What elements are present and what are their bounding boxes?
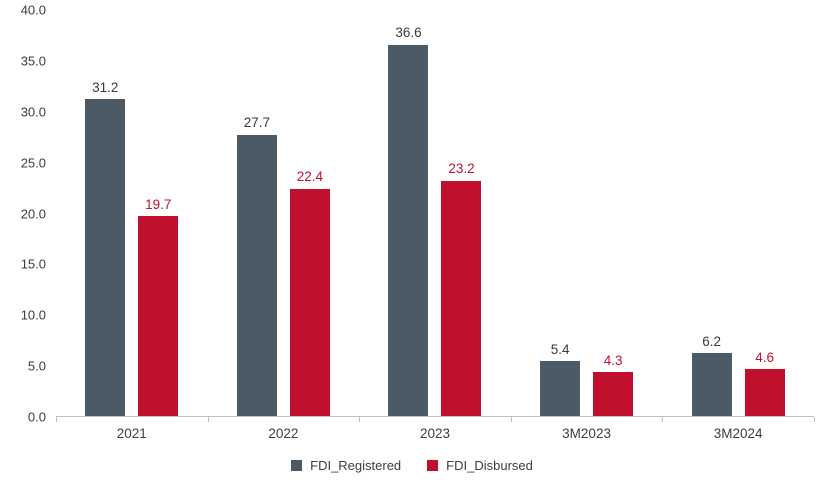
bar-value-label: 4.6: [755, 349, 775, 365]
bar-column-fdi_disbursed: 23.2: [441, 10, 482, 416]
x-axis-tick: [510, 417, 512, 422]
legend-swatch-icon: [291, 460, 303, 471]
x-axis: 2021 2022 2023 3M2023 3M2024: [56, 417, 814, 441]
y-tick-label: 25.0: [20, 155, 46, 171]
bar-value-label: 36.6: [395, 25, 422, 41]
bar-group-3M2023: 5.4 4.3: [511, 10, 663, 416]
x-axis-tick: [814, 417, 815, 422]
bar-value-label: 22.4: [296, 169, 324, 185]
bar-value-label: 19.7: [145, 196, 172, 212]
bar-column-fdi_registered: 36.6: [388, 10, 429, 416]
x-axis-tick: [662, 417, 664, 422]
bar-column-fdi_registered: 5.4: [540, 10, 581, 416]
bar-fdi_disbursed: [593, 372, 634, 416]
bar-column-fdi_disbursed: 4.3: [593, 10, 634, 416]
bar-column-fdi_disbursed: 22.4: [289, 10, 330, 416]
bar-group-2022: 27.7 22.4: [208, 10, 360, 416]
bar-fdi_disbursed: [138, 216, 179, 416]
legend-swatch-icon: [427, 460, 439, 471]
x-axis-tick: [207, 417, 209, 422]
y-tick-label: 35.0: [20, 53, 46, 69]
x-category-label-2022: 2022: [268, 426, 299, 441]
chart-body: 0.0 5.0 10.0 15.0 20.0 25.0 30.0 35.0 40.0 31.2 1…: [10, 4, 815, 424]
bar-fdi_registered: [540, 361, 581, 416]
bar-value-label: 23.2: [448, 161, 475, 177]
bar-column-fdi_registered: 31.2: [85, 10, 126, 416]
y-tick-label: 0.0: [27, 409, 46, 425]
bar-fdi_registered: [85, 99, 126, 416]
bar-fdi_disbursed: [289, 188, 330, 416]
bar-value-label: 6.2: [702, 333, 722, 349]
bar-value-label: 5.4: [550, 341, 570, 357]
bar-value-label: 31.2: [92, 79, 119, 95]
legend-item-fdi_registered: FDI_Registered: [291, 459, 401, 472]
bar-fdi_registered: [388, 44, 429, 416]
x-axis-tick: [359, 417, 361, 422]
y-tick-label: 40.0: [20, 2, 46, 18]
x-category-label-2023: 2023: [419, 426, 450, 441]
x-category-label-2021: 2021: [116, 426, 147, 441]
bar-column-fdi_registered: 27.7: [236, 10, 277, 416]
x-axis-tick: [56, 417, 57, 422]
plot-area: 31.2 19.7 27.7 22.4 36.6 23.2 5.4 4.3 6.2 4.6: [56, 10, 815, 422]
y-tick-label: 10.0: [20, 307, 46, 323]
y-tick-label: 20.0: [20, 206, 46, 221]
bar-column-fdi_disbursed: 19.7: [138, 10, 179, 416]
bar-group-2021: 31.2 19.7: [56, 10, 208, 416]
bar-column-fdi_disbursed: 4.6: [744, 10, 785, 416]
bar-column-fdi_registered: 6.2: [691, 10, 732, 416]
bar-value-label: 4.3: [603, 352, 623, 368]
legend-item-fdi_disbursed: FDI_Disbursed: [427, 459, 533, 472]
x-category-label-3M2023: 3M2023: [562, 426, 611, 441]
bar-group-3M2024: 6.2 4.6: [662, 10, 814, 416]
bar-fdi_disbursed: [744, 369, 785, 416]
y-axis: 0.0 5.0 10.0 15.0 20.0 25.0 30.0 35.0 40.0: [10, 4, 56, 424]
bar-fdi_registered: [236, 134, 277, 416]
legend: FDI_Registered FDI_Disbursed: [10, 459, 814, 472]
x-category-label-3M2024: 3M2024: [713, 426, 763, 441]
y-tick-label: 30.0: [20, 104, 46, 120]
legend-label: FDI_Registered: [310, 458, 402, 473]
legend-label: FDI_Disbursed: [446, 458, 533, 473]
bar-fdi_disbursed: [441, 180, 482, 416]
bar-fdi_registered: [691, 353, 732, 416]
y-tick-label: 15.0: [20, 256, 46, 272]
bar-group-2023: 36.6 23.2: [359, 10, 511, 416]
y-tick-label: 5.0: [27, 358, 46, 374]
bar-value-label: 27.7: [243, 115, 271, 131]
